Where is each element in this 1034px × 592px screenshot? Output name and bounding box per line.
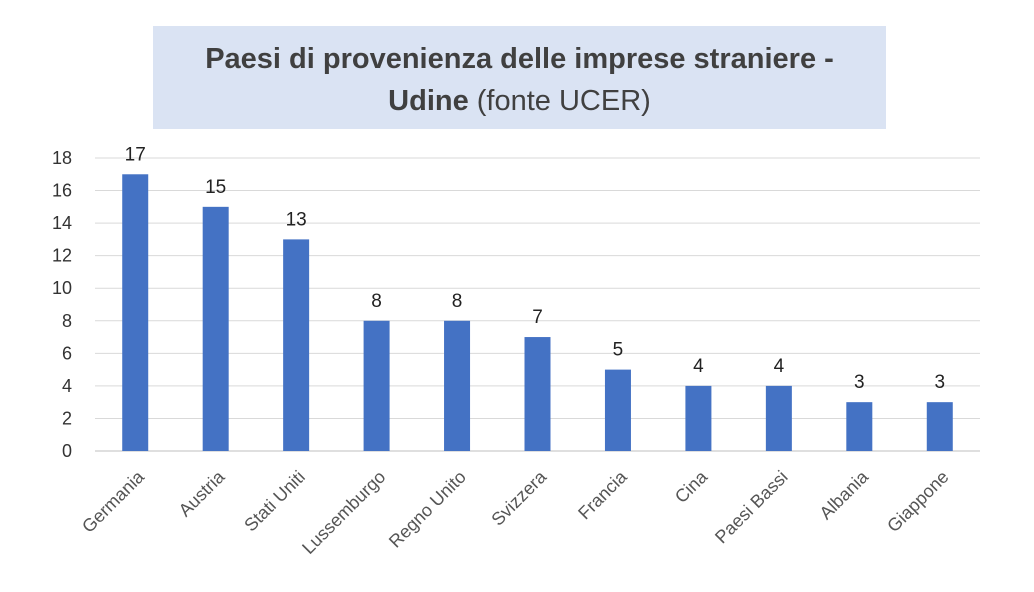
chart-title-line2-bold: Udine (388, 85, 469, 117)
data-label: 4 (774, 356, 785, 377)
data-label: 7 (532, 307, 543, 328)
y-tick-label: 6 (62, 343, 72, 363)
data-labels: 17 15 13 8 8 7 5 4 4 3 3 (125, 144, 945, 393)
chart-title-line2-rest: (fonte UCER) (468, 85, 651, 117)
bar (202, 206, 229, 451)
data-label: 15 (205, 177, 226, 198)
data-label: 13 (286, 209, 307, 230)
x-tick-label: Regno Unito (385, 467, 470, 552)
x-tick-label: Paesi Bassi (711, 467, 792, 548)
x-tick-label: Francia (574, 466, 631, 523)
y-tick-label: 10 (52, 278, 72, 298)
x-tick-label: Albania (816, 466, 873, 523)
y-tick-label: 0 (62, 441, 72, 461)
x-tick-label: Giappone (883, 467, 952, 536)
y-tick-label: 12 (52, 246, 72, 266)
chart-title-line1: Paesi di provenienza delle imprese stran… (205, 43, 834, 75)
data-label: 8 (452, 291, 463, 312)
x-tick-label: Lussemburgo (298, 467, 389, 558)
x-tick-label: Germania (78, 466, 149, 537)
bar (926, 402, 953, 451)
bar (444, 320, 471, 451)
bar (524, 337, 551, 451)
bars (122, 174, 953, 451)
bar (363, 320, 390, 451)
bar (604, 369, 631, 451)
y-tick-label: 14 (52, 213, 72, 233)
x-axis-labels: Germania Austria Stati UnitiLussemburgoReg… (78, 466, 953, 558)
bar (122, 174, 149, 451)
data-label: 4 (693, 356, 704, 377)
x-tick-label: Austria (175, 466, 229, 520)
bar (685, 385, 712, 451)
bar (765, 385, 792, 451)
y-tick-label: 2 (62, 408, 72, 428)
bar (846, 402, 873, 451)
x-tick-label: Svizzera (487, 466, 551, 530)
y-tick-label: 18 (52, 148, 72, 168)
data-label: 17 (125, 144, 146, 165)
data-label: 5 (613, 340, 624, 361)
data-label: 3 (934, 372, 945, 393)
y-tick-label: 16 (52, 181, 72, 201)
data-label: 3 (854, 372, 865, 393)
chart-title: Paesi di provenienza delle imprese stran… (153, 26, 886, 129)
y-axis-ticks: 0 2 4 6 8 10 12 14 16 18 (52, 148, 72, 461)
x-tick-label: Stati Uniti (240, 467, 309, 536)
y-tick-label: 4 (62, 376, 72, 396)
y-tick-label: 8 (62, 311, 72, 331)
data-label: 8 (371, 291, 382, 312)
x-tick-label: Cina (671, 466, 712, 507)
bar (283, 239, 310, 451)
